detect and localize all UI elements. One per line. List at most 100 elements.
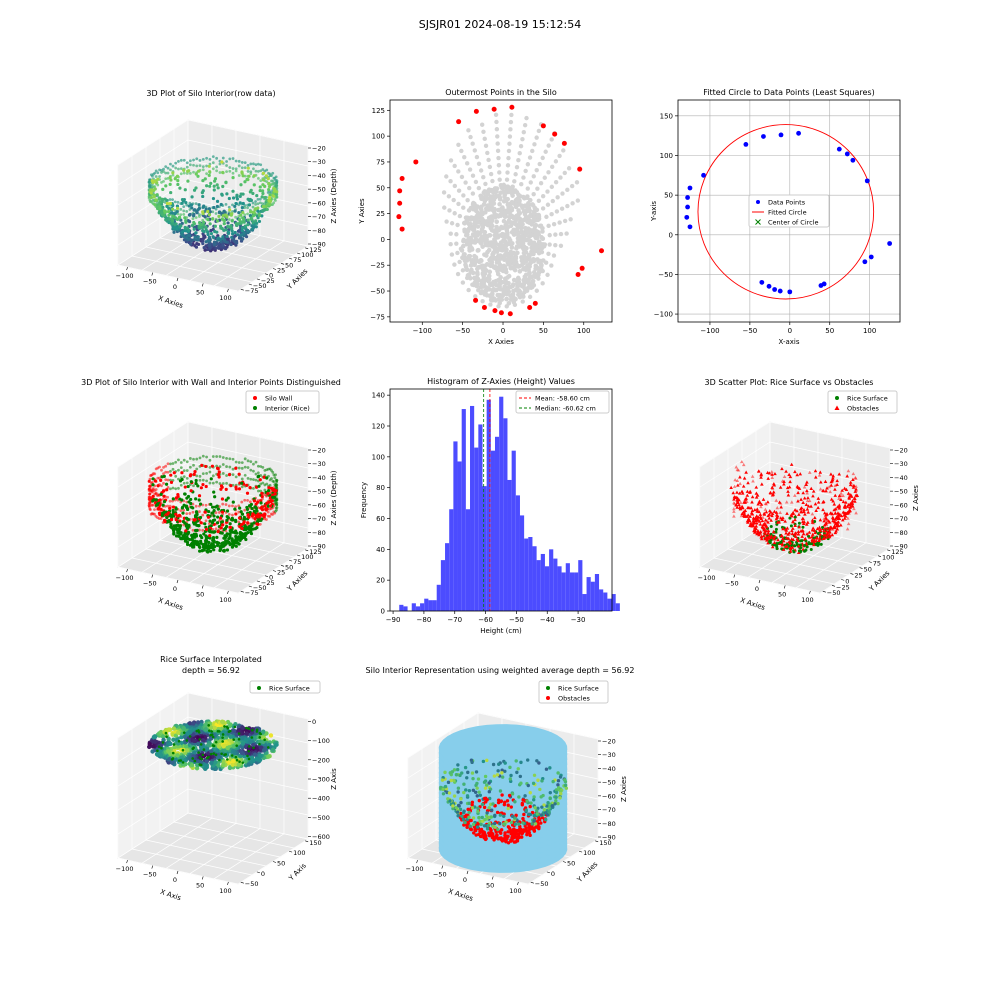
data-point	[463, 180, 468, 185]
obstacle-point	[814, 508, 818, 512]
data-point	[492, 239, 498, 244]
data-point	[179, 213, 183, 217]
histogram-bar	[415, 606, 421, 611]
data-point	[491, 189, 496, 195]
data-point	[515, 224, 521, 230]
obstacle-point	[781, 536, 785, 540]
data-point	[527, 305, 533, 311]
obstacle-point	[803, 536, 808, 541]
obstacle-point	[772, 483, 777, 487]
data-point	[452, 183, 458, 189]
obstacle-point	[832, 520, 837, 524]
data-point	[523, 227, 529, 233]
obstacle-point	[804, 482, 809, 487]
obstacle-point	[798, 472, 803, 476]
data-point	[551, 253, 557, 258]
data-point	[153, 489, 156, 493]
obstacle-point	[770, 545, 775, 549]
data-point	[247, 174, 251, 178]
data-point	[246, 223, 250, 227]
obstacle-point	[741, 484, 746, 488]
x-tick-label: 0	[173, 876, 177, 884]
obstacle-point	[732, 501, 736, 505]
data-point	[169, 462, 172, 466]
data-point	[267, 181, 271, 186]
data-point	[264, 174, 268, 178]
data-point	[243, 213, 247, 217]
obstacle-point	[791, 511, 796, 516]
y-axis-label: Y Axis	[287, 862, 308, 883]
x-tick	[126, 266, 128, 271]
z-tick-label: −100	[312, 737, 330, 745]
data-point	[488, 302, 493, 307]
data-point	[195, 511, 199, 515]
data-point	[240, 461, 244, 465]
grid-line	[159, 539, 281, 567]
data-point	[205, 156, 209, 160]
histogram-bar	[474, 447, 479, 611]
data-point	[220, 217, 224, 221]
data-point	[268, 193, 272, 197]
data-point	[482, 292, 487, 297]
data-point	[470, 141, 475, 146]
data-point	[497, 245, 503, 250]
data-point	[267, 198, 271, 202]
data-point	[243, 508, 247, 512]
data-point	[221, 544, 226, 548]
data-point	[169, 480, 174, 484]
hist-legend-label: Median: -60.62 cm	[535, 405, 596, 413]
obstacle-point	[745, 493, 750, 497]
data-point	[235, 241, 239, 245]
x-tick	[176, 277, 179, 282]
rice-point	[767, 540, 771, 544]
data-point	[531, 251, 536, 257]
obstacle-point	[760, 518, 765, 523]
data-point	[269, 500, 273, 504]
obstacle-point	[738, 507, 743, 511]
data-point	[574, 180, 580, 185]
surface-cell	[179, 734, 184, 740]
panel-6: −100−50050100−500501001500−100−200−300−4…	[116, 655, 338, 902]
data-point	[231, 232, 235, 236]
data-point	[166, 512, 170, 516]
data-point	[251, 220, 255, 224]
data-point	[182, 469, 186, 472]
data-point	[169, 168, 172, 172]
x-tick-label: 0	[173, 283, 177, 291]
data-point	[493, 265, 498, 271]
z-tick-label: −90	[312, 241, 326, 249]
data-point	[514, 165, 520, 170]
data-point	[230, 229, 234, 233]
legend-marker	[834, 405, 840, 410]
obstacle-point	[751, 523, 755, 528]
data-point	[225, 160, 228, 163]
data-point	[179, 218, 183, 222]
data-point	[208, 184, 212, 188]
data-point	[504, 304, 509, 309]
data-point	[514, 189, 520, 195]
data-point	[168, 198, 172, 201]
legend-marker	[755, 219, 761, 225]
obstacle-point	[799, 529, 803, 533]
data-point	[192, 220, 196, 225]
obstacle-point	[748, 490, 752, 494]
data-point	[154, 175, 158, 178]
data-point	[217, 214, 221, 218]
data-point	[190, 206, 194, 210]
data-point	[554, 209, 560, 214]
data-point	[517, 244, 522, 249]
x-tick	[201, 876, 204, 880]
data-point	[488, 171, 494, 177]
data-point	[204, 503, 208, 507]
obstacle-point	[799, 497, 803, 501]
data-point	[197, 203, 201, 207]
data-point	[246, 177, 250, 182]
data-point	[207, 213, 212, 217]
data-point	[208, 536, 212, 540]
y-tick-label: 0	[845, 577, 849, 585]
obstacle-point	[816, 505, 820, 510]
obstacle-point	[818, 528, 823, 532]
data-point	[177, 458, 180, 462]
data-point	[543, 260, 549, 265]
obstacle-point	[732, 514, 736, 518]
